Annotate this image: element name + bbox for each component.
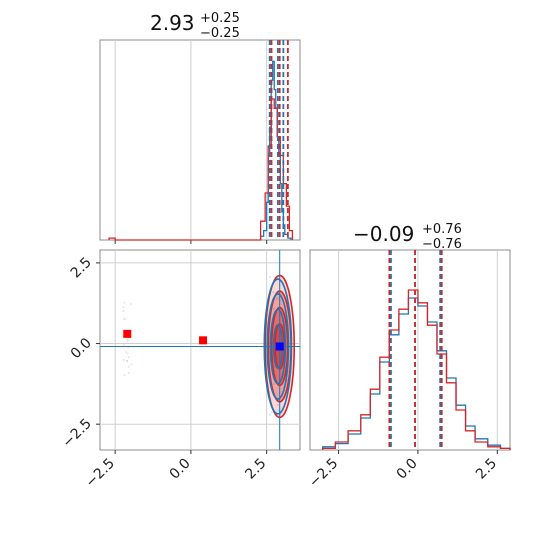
title-sup: +0.25	[200, 11, 240, 26]
top-marginal-panel: 2.93 +0.25 −0.25	[99, 11, 301, 244]
sample-point	[126, 340, 129, 343]
title-main: 2.93	[150, 11, 195, 35]
sample-point	[269, 276, 272, 279]
sample-point	[122, 359, 125, 362]
sample-point	[123, 301, 126, 304]
sample-point	[130, 363, 133, 366]
histogram-series	[322, 297, 511, 450]
sample-point	[122, 343, 125, 346]
sample-point	[125, 360, 128, 363]
x-tick-label: 0.0	[394, 456, 421, 483]
sample-point	[270, 411, 273, 414]
title-main: −0.09	[353, 222, 414, 246]
sample-point	[272, 383, 275, 386]
y-tick-label: 0.0	[68, 335, 95, 362]
histogram-series	[322, 289, 511, 450]
right-marginal-frame	[309, 249, 511, 451]
sample-point	[268, 413, 271, 416]
sample-point	[123, 318, 126, 321]
sample-point	[127, 372, 130, 375]
marker-square	[199, 336, 208, 345]
sample-point	[122, 306, 125, 309]
top-marginal-title: 2.93 +0.25 −0.25	[150, 11, 240, 41]
sample-point	[123, 374, 126, 377]
sample-point	[130, 302, 133, 305]
right-marginal-panel: −2.5 0.0 2.5 −0.09 +0.76 −0.76	[306, 222, 511, 491]
sample-point	[124, 317, 127, 320]
sample-point	[272, 307, 275, 310]
marker-square	[275, 342, 284, 351]
x-tick-label: 2.5	[242, 456, 269, 483]
y-tick-label: 2.5	[68, 254, 95, 281]
right-marginal-title: −0.09 +0.76 −0.76	[353, 222, 462, 252]
joint-panel: −2.5 0.0 2.5 −2.5 0.0 2.5	[59, 249, 301, 491]
sample-point	[127, 356, 130, 359]
title-sub: −0.25	[200, 26, 240, 41]
sample-point	[125, 338, 128, 341]
histogram-series	[108, 98, 294, 241]
sample-point	[277, 409, 280, 412]
sample-point	[124, 350, 127, 353]
sample-point	[122, 309, 125, 312]
sample-point	[276, 403, 279, 406]
joint-frame	[99, 249, 301, 451]
title-sup: +0.76	[422, 222, 462, 237]
sample-point	[126, 352, 129, 355]
y-tick-label: −2.5	[59, 416, 94, 451]
x-tick-label: 2.5	[473, 456, 500, 483]
title-sub: −0.76	[422, 237, 462, 252]
x-tick-label: 0.0	[167, 456, 194, 483]
marker-square	[123, 329, 132, 338]
x-tick-label: −2.5	[83, 456, 118, 491]
sample-point	[276, 297, 279, 300]
sample-point	[272, 291, 275, 294]
sample-point	[127, 365, 130, 368]
x-tick-label: −2.5	[306, 456, 341, 491]
sample-point	[126, 359, 129, 362]
